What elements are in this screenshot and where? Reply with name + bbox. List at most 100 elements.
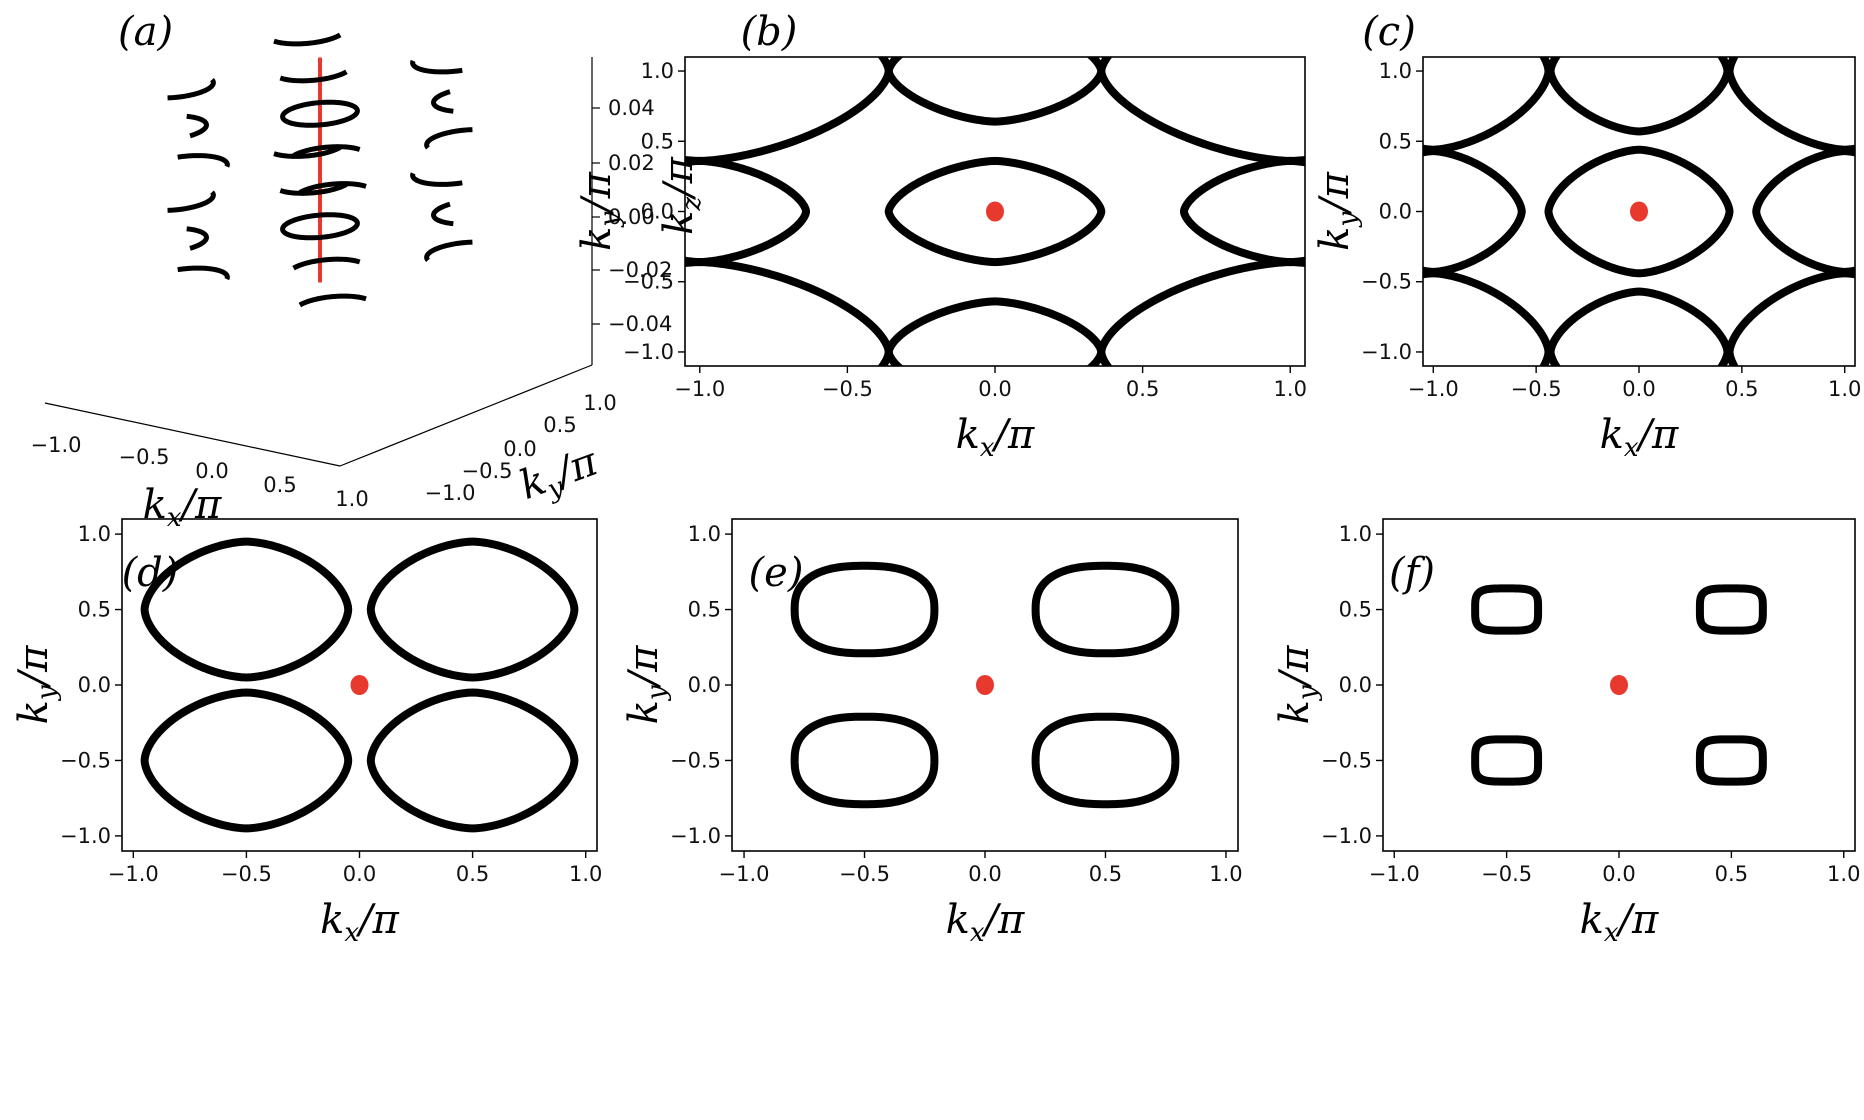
y-axis-label: ky/π [11, 645, 62, 724]
x-tick-label: 1.0 [569, 862, 602, 886]
x-tick-label: 1.0 [1209, 862, 1242, 886]
contour-branch [1423, 57, 1553, 154]
kz-tick-label: −0.04 [608, 312, 672, 336]
kz-tick-label: −0.02 [608, 258, 672, 282]
contour-layer [685, 57, 1305, 366]
contour-arc [273, 145, 342, 159]
contour-loop [280, 212, 360, 241]
y-tick-label: 0.5 [1379, 129, 1412, 153]
contour-branch [1423, 269, 1553, 366]
contour-branch [1725, 57, 1855, 154]
ky-tick-label: 0.0 [503, 437, 536, 461]
contour-arc [431, 89, 454, 114]
y-tick-label: 1.0 [78, 522, 111, 546]
y-tick-label: −1.0 [623, 340, 674, 364]
x-tick-label: −0.5 [1511, 377, 1562, 401]
kz-tick-label: 0.04 [608, 96, 655, 120]
panel-a-contours [167, 32, 473, 308]
x-tick-label: −0.5 [1481, 862, 1532, 886]
panel-label: (e) [749, 550, 804, 596]
contour-arc [167, 78, 216, 101]
origin-marker [986, 201, 1004, 222]
contour-branch [1546, 57, 1732, 136]
contour-arc [431, 201, 454, 227]
contour-branch [685, 57, 893, 165]
y-axis-label: ky/π [574, 171, 625, 250]
x-tick-label: 0.0 [1622, 377, 1655, 401]
y-tick-label: −1.0 [1361, 340, 1412, 364]
contour-layer [1471, 584, 1767, 786]
contour-loop [1471, 584, 1543, 635]
ky-tick-label: 0.5 [543, 413, 576, 437]
y-axis-label: ky/π [1312, 171, 1363, 250]
y-tick-label: −0.5 [623, 270, 674, 294]
contour-arc [298, 181, 367, 195]
kx-tick-label: −1.0 [31, 433, 82, 457]
contour-loop [1031, 561, 1180, 658]
contour-arc [273, 32, 342, 47]
x-tick-label: 1.0 [1828, 377, 1861, 401]
contour-arc [186, 226, 209, 251]
y-tick-label: 0.5 [641, 129, 674, 153]
ky-tick-label: 1.0 [583, 391, 616, 415]
contour-loop [366, 688, 579, 833]
panel-e-plot: (e) −1.0 −1.0 −0.5 −0.5 0.0 0.0 0.5 0.5 1.0 1.0 kx/… [621, 518, 1243, 948]
x-tick-label: 0.5 [1089, 862, 1122, 886]
contour-loop [1471, 735, 1543, 786]
contour-arc [292, 256, 361, 271]
y-tick-label: 1.0 [641, 59, 674, 83]
contour-branch [685, 156, 811, 267]
ky-tick-label: −0.5 [462, 459, 513, 483]
contour-arc [186, 113, 209, 139]
x-tick-label: −1.0 [1369, 862, 1420, 886]
panel-c-plot: (c) −1.0 −1.0 −0.5 −0.5 0.0 0.0 0.5 0.5 1.0 1.0 kx/… [1312, 9, 1861, 463]
ky-tick-label: −1.0 [425, 481, 476, 505]
contour-branch [884, 57, 1106, 126]
contour-loop [790, 561, 939, 658]
x-tick-label: −0.5 [221, 862, 272, 886]
contour-loop [1544, 145, 1734, 278]
contour-arc [292, 144, 361, 158]
contour-branch [1097, 258, 1305, 366]
contour-arc [177, 153, 230, 168]
contour-branch [1179, 156, 1305, 267]
contour-loop [1695, 735, 1767, 786]
x-tick-label: 0.0 [343, 862, 376, 886]
panel-f-plot: (f) −1.0 −1.0 −0.5 −0.5 0.0 0.0 0.5 0.5 1.0 1.0 kx/… [1272, 518, 1860, 948]
contour-loop [1695, 584, 1767, 635]
x-axis-label: kx/π [946, 897, 1025, 948]
contour-branch [1725, 269, 1855, 366]
kz-tick-label: 0.00 [608, 205, 655, 229]
contour-branch [1752, 147, 1855, 276]
contour-arc [279, 69, 348, 84]
x-tick-label: 1.0 [1827, 862, 1860, 886]
x-tick-label: −1.0 [1408, 377, 1459, 401]
panel-label: (f) [1389, 550, 1435, 596]
x-tick-label: 0.5 [456, 862, 489, 886]
contour-arc [177, 265, 230, 281]
x-tick-label: 1.0 [1274, 377, 1307, 401]
x-tick-label: 0.0 [1602, 862, 1635, 886]
kx-tick-label: 1.0 [335, 487, 368, 511]
kx-tick-label: −0.5 [119, 445, 170, 469]
y-tick-label: 0.5 [1339, 598, 1372, 622]
y-tick-label: −1.0 [1321, 824, 1372, 848]
contour-arc [424, 127, 473, 150]
y-tick-label: 0.5 [688, 598, 721, 622]
x-tick-label: −1.0 [719, 862, 770, 886]
contour-loop [140, 537, 353, 682]
kz-tick-label: 0.02 [608, 151, 655, 175]
contour-loop [366, 537, 579, 682]
x-tick-label: 0.0 [968, 862, 1001, 886]
ky-axis [339, 364, 593, 467]
contour-loop [1031, 712, 1180, 809]
x-axis-label: kx/π [956, 412, 1035, 463]
kx-axis [44, 402, 341, 467]
origin-marker [1610, 675, 1628, 695]
y-tick-label: −0.5 [1321, 748, 1372, 772]
x-tick-label: −0.5 [822, 377, 873, 401]
x-tick-label: 0.0 [978, 377, 1011, 401]
panel-a-axes: −1.0 −0.50.00.51.0kx/π −1.0−0.50.00.51.0ky… [31, 57, 707, 533]
y-tick-label: 1.0 [1379, 59, 1412, 83]
